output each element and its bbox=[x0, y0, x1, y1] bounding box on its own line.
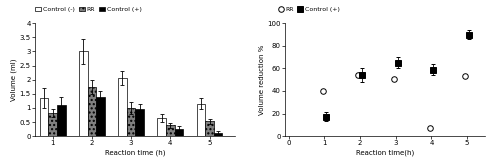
Y-axis label: Volume reduction %: Volume reduction % bbox=[258, 44, 264, 115]
Bar bbox=[214, 133, 222, 136]
Bar bbox=[48, 113, 57, 136]
Bar bbox=[57, 105, 66, 136]
Bar bbox=[205, 122, 214, 136]
Bar bbox=[196, 104, 205, 136]
Bar bbox=[136, 109, 144, 136]
Bar bbox=[40, 98, 48, 136]
Legend: RR, Control (+): RR, Control (+) bbox=[278, 6, 340, 13]
Legend: Control (-), RR, Control (+): Control (-), RR, Control (+) bbox=[34, 6, 142, 13]
X-axis label: Reaction time(h): Reaction time(h) bbox=[356, 149, 414, 156]
Bar bbox=[158, 118, 166, 136]
Bar bbox=[118, 78, 127, 136]
Bar bbox=[174, 128, 183, 136]
Bar bbox=[127, 108, 136, 136]
Bar bbox=[79, 51, 88, 136]
Y-axis label: Volume (ml): Volume (ml) bbox=[10, 58, 17, 101]
Bar bbox=[166, 125, 174, 136]
Bar bbox=[88, 87, 96, 136]
X-axis label: Reaction time (h): Reaction time (h) bbox=[105, 149, 165, 156]
Bar bbox=[96, 97, 105, 136]
